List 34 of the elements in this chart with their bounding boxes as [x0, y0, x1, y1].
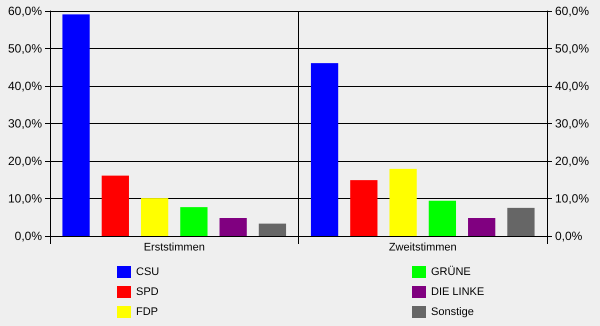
y2-tick-label: 30,0% — [555, 116, 590, 130]
y-tick-label: 30,0% — [8, 116, 42, 130]
y-tick-label: 40,0% — [8, 79, 42, 93]
legend-label: SPD — [136, 286, 159, 298]
bar — [258, 224, 286, 236]
bar — [350, 180, 378, 236]
y-tick-label: 0,0% — [14, 229, 42, 243]
bar — [140, 198, 168, 236]
x-tick-label: Erststimmen — [144, 242, 205, 254]
bar — [62, 14, 90, 236]
bar — [102, 176, 129, 236]
y2-tick-label: 0,0% — [555, 229, 583, 243]
legend-label: FDP — [136, 306, 158, 318]
y2-tick-label: 20,0% — [555, 154, 590, 168]
bar — [468, 218, 496, 236]
bar — [389, 168, 417, 236]
y2-tick-label: 50,0% — [555, 42, 590, 56]
y-tick-label: 60,0% — [8, 4, 42, 18]
x-tick-label: Zweitstimmen — [388, 242, 457, 254]
bar — [507, 208, 535, 236]
bar — [310, 63, 338, 236]
bar — [180, 207, 208, 236]
bar — [428, 200, 456, 236]
y-tick-label: 50,0% — [8, 42, 42, 56]
y-tick-label: 20,0% — [8, 154, 42, 168]
y2-tick-label: 60,0% — [555, 4, 590, 18]
y2-tick-label: 10,0% — [555, 192, 590, 206]
y-tick-label: 10,0% — [8, 192, 42, 206]
legend-label: DIE LINKE — [431, 286, 484, 298]
bar — [220, 218, 247, 236]
legend-label: Sonstige — [431, 306, 474, 318]
y2-tick-label: 40,0% — [555, 79, 590, 93]
legend-label: CSU — [136, 266, 160, 278]
legend-label: GRÜNE — [431, 265, 471, 278]
